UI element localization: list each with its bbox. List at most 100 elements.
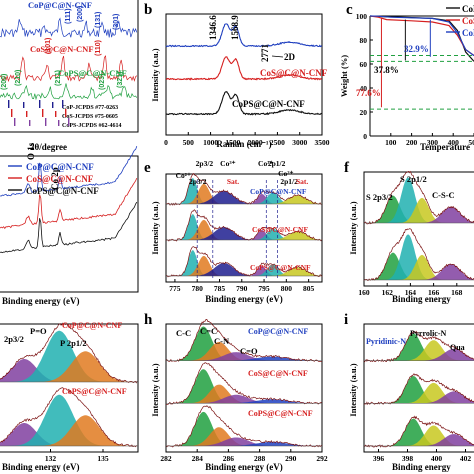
xrd-peak-label: (321) — [117, 72, 124, 88]
xps-g-plot-frame — [0, 323, 139, 453]
xps-h-x-tick-label: 284 — [192, 454, 204, 463]
xrd-peak-label: (211) — [55, 70, 62, 86]
xps-h-fit-component — [166, 384, 322, 404]
xps-e-x-tick-label: 780 — [192, 284, 204, 293]
raman-x-tick-label: 2000 — [248, 138, 263, 147]
raman-peak-label: 2D — [284, 52, 296, 62]
xps-i-raw-spectrum — [363, 415, 474, 448]
raman-x-tick-label: 1000 — [203, 138, 218, 147]
tga-loss-label: 37.8% — [374, 65, 399, 75]
xps-e-x-tick-label: 805 — [303, 284, 315, 293]
panel-letter: i — [344, 312, 348, 328]
xps-e-x-tick-label: 800 — [281, 284, 293, 293]
co2p-peak-label: Co³⁺ — [258, 159, 273, 168]
xps-h-fit-component — [166, 352, 322, 361]
xrd-series-label: CoPS@C@N-CNF — [58, 68, 127, 78]
panel-letter: f — [344, 160, 350, 176]
survey-legend-label: CoP@C@N-CNF — [26, 162, 94, 172]
raman-x-tick-label: 1500 — [225, 138, 240, 147]
xps-i-fit-component — [364, 348, 474, 361]
c1s-sample-label: CoP@C@N-CNF — [248, 327, 308, 336]
co2p-peak-label: Sat. — [296, 177, 308, 186]
tga-y-tick-label: 0 — [363, 132, 367, 141]
xrd-series-line — [0, 55, 138, 83]
survey-series-line — [0, 177, 138, 230]
c1s-peak-label: C=O — [240, 346, 258, 356]
raman-series-label: CoPS@C@N-CNF — [232, 99, 305, 109]
xps-h-fit-component — [166, 341, 322, 361]
xrd-reference-stick — [23, 102, 25, 108]
tga-x-tick-label: 300 — [427, 138, 439, 147]
xps-i-x-tick-label: 398 — [402, 454, 414, 463]
xrd-reference-label: CoPS-JCPDS #62-4614 — [62, 123, 122, 129]
xrd-series-line — [0, 83, 138, 101]
co2p-peak-label: Co²⁺ — [278, 169, 293, 178]
xps-i-fit-component — [364, 418, 474, 446]
xrd-reference-stick — [52, 102, 54, 108]
tga-legend-label: CoPS@C@N-CNF — [462, 28, 474, 38]
xps-f-fit-component — [364, 264, 474, 280]
xps-e-raw-spectrum — [165, 209, 323, 242]
xps-i-x-tick-label: 400 — [431, 454, 443, 463]
co2p-peak-label: 2p3/2 — [189, 177, 207, 186]
tga-x-tick-label: 400 — [448, 138, 460, 147]
panel-letter: b — [144, 2, 152, 18]
xrd-peak-label: (111) — [65, 8, 72, 24]
n1s-x-axis-label: Binding energy — [392, 462, 451, 472]
survey-peak-label: O 1s — [26, 142, 36, 160]
co2p-sample-label: CoP@C@N-CNF — [250, 187, 307, 196]
raman-series-line — [165, 23, 323, 48]
tga-y-tick-label: 100 — [356, 12, 368, 21]
xps-e-plot-frame — [165, 173, 323, 283]
c1s-peak-label: C=C — [200, 326, 217, 336]
co2p-x-axis-label: Binding energy (eV) — [205, 294, 283, 304]
xps-f-fit-component — [364, 252, 474, 280]
p2p-peak-label: 2p3/2 — [4, 334, 24, 344]
n1s-peak-label: Pyridinic-N — [366, 337, 406, 346]
c1s-sample-label: CoS@C@N-CNF — [248, 369, 308, 378]
p2p-sample-label: CoPS@C@N-CNF — [62, 387, 127, 396]
xps-g-raw-spectrum — [0, 322, 138, 384]
c1s-x-axis-label: Binding energy (eV) — [205, 462, 283, 472]
panel-letter: e — [144, 160, 151, 176]
co2p-peak-label: Co²⁺ — [176, 171, 191, 180]
xps-e-x-tick-label: 795 — [258, 284, 270, 293]
xrd-peak-label: (301) — [113, 14, 120, 30]
xps-f-x-tick-label: 162 — [382, 288, 394, 297]
raman-series-line — [165, 56, 322, 81]
xps-h-raw-spectrum — [165, 362, 323, 405]
xps-h-fit-component — [166, 394, 322, 404]
n1s-peak-label: Qua — [450, 343, 465, 352]
panel-letter: c — [346, 2, 353, 18]
raman-x-axis-label: Raman (cm⁻¹) — [216, 139, 271, 149]
c1s-sample-label: CoPS@C@N-CNF — [248, 409, 313, 418]
xps-f-x-tick-label: 160 — [358, 288, 370, 297]
xps-g-x-tick-label: 135 — [97, 454, 109, 463]
xps-f-x-tick-label: 164 — [405, 288, 417, 297]
xrd-reference-stick — [14, 118, 16, 126]
tga-x-tick-label: 100 — [385, 138, 397, 147]
xps-h-raw-spectrum — [165, 405, 323, 448]
sp-peak-label: C-S-C — [432, 190, 455, 200]
raman-x-tick-label: 2500 — [270, 138, 285, 147]
xps-h-fit-component — [166, 427, 322, 446]
xps-g-raw-spectrum — [0, 387, 138, 448]
xrd-peak-label: (023) — [99, 74, 106, 90]
co2p-peak-label: 2p3/2 — [196, 159, 214, 168]
xrd-peak-label: (210) — [15, 70, 22, 86]
raman-x-tick-label: 0 — [164, 138, 168, 147]
raman-x-tick-label: 500 — [183, 138, 195, 147]
xps-f-fit-component — [364, 207, 474, 223]
xps-e-x-tick-label: 790 — [236, 284, 248, 293]
p2p-sample-label: CoP@C@N-CNF — [62, 321, 122, 330]
xps-i-fit-component — [364, 434, 474, 446]
xps-h-x-tick-label: 282 — [160, 454, 172, 463]
c1s-y-axis-label: Intensity (a.u.) — [150, 363, 160, 416]
xps-f-x-tick-label: 168 — [451, 288, 463, 297]
xrd-series-label: CoS@C@N-CNF — [30, 44, 94, 54]
sp-peak-label: S 2p1/2 — [400, 174, 427, 184]
xrd-peak-label: (110) — [95, 40, 102, 56]
xps-g-fit-component — [0, 415, 138, 446]
c1s-peak-label: C-N — [214, 336, 230, 346]
